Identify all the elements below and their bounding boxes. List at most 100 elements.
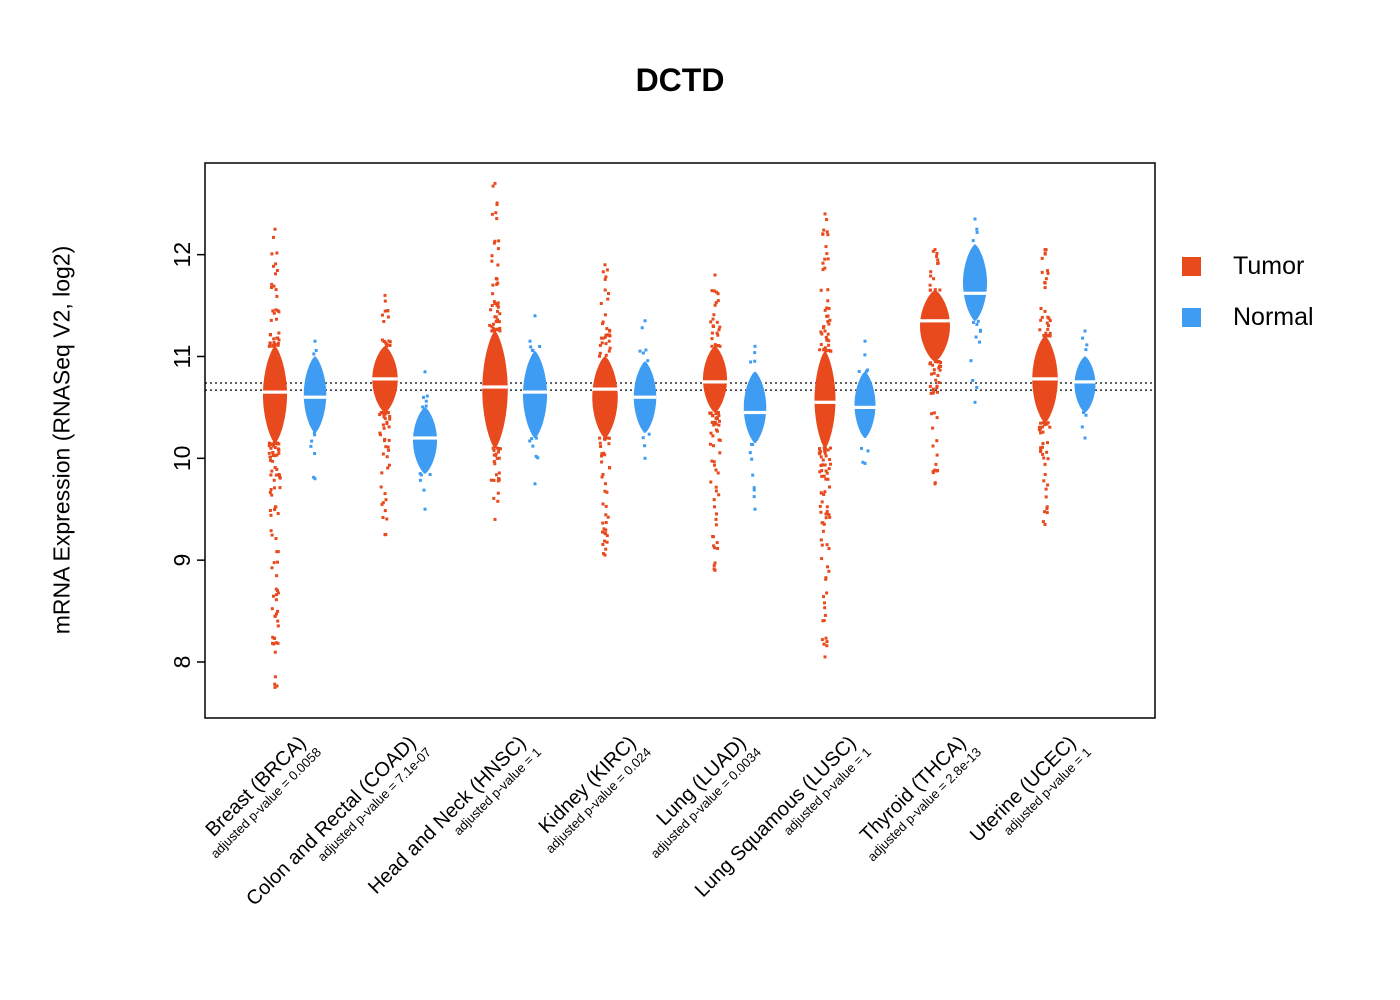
y-tick-label: 9: [169, 554, 195, 567]
outlier-point: [378, 413, 382, 417]
outlier-point: [492, 453, 496, 457]
outlier-point: [608, 346, 612, 350]
outlier-point: [716, 547, 720, 550]
outlier-point: [713, 463, 716, 467]
outlier-point: [824, 477, 828, 481]
violin-body: [263, 346, 287, 443]
outlier-point: [936, 261, 940, 265]
outlier-point: [826, 299, 830, 303]
outlier-point: [829, 446, 832, 450]
outlier-point: [605, 327, 609, 331]
outlier-point: [387, 425, 391, 429]
outlier-point: [275, 684, 279, 688]
outlier-point: [381, 452, 385, 456]
outlier-point: [822, 474, 826, 478]
outlier-point: [418, 478, 422, 482]
outlier-point: [823, 329, 827, 333]
outlier-point: [752, 486, 756, 490]
outlier-point: [600, 475, 604, 479]
outlier-point: [822, 595, 825, 599]
outlier-point: [534, 436, 538, 440]
outlier-point: [827, 569, 831, 573]
outlier-point: [1040, 270, 1044, 274]
outlier-point: [278, 476, 282, 480]
outlier-point: [1041, 520, 1045, 524]
outlier-point: [603, 335, 607, 339]
outlier-point: [268, 491, 272, 494]
outlier-point: [497, 320, 501, 324]
violin-body: [1074, 356, 1096, 413]
extreme-point: [383, 533, 387, 537]
outlier-point: [714, 412, 718, 416]
outlier-point: [1043, 421, 1047, 425]
extreme-point: [313, 477, 317, 481]
outlier-point: [860, 446, 863, 450]
outlier-point: [1047, 324, 1050, 328]
outlier-point: [385, 343, 389, 347]
outlier-point: [825, 505, 829, 509]
outlier-point: [1043, 473, 1047, 476]
outlier-point: [270, 252, 274, 256]
outlier-point: [1041, 445, 1044, 449]
outlier-point: [603, 277, 607, 281]
outlier-point: [599, 445, 603, 448]
outlier-point: [269, 442, 273, 446]
outlier-point: [711, 434, 715, 438]
outlier-point: [935, 453, 939, 457]
outlier-point: [386, 309, 390, 313]
outlier-point: [1038, 328, 1042, 332]
outlier-point: [276, 512, 280, 515]
outlier-point: [1085, 343, 1089, 347]
outlier-point: [272, 478, 276, 482]
outlier-point: [935, 384, 939, 388]
outlier-point: [274, 598, 278, 602]
outlier-point: [932, 277, 936, 281]
outlier-point: [1043, 309, 1047, 313]
outlier-point: [969, 359, 973, 363]
outlier-point: [1041, 421, 1045, 425]
outlier-point: [490, 259, 494, 263]
outlier-point: [312, 352, 316, 356]
outlier-point: [817, 451, 821, 455]
outlier-point: [866, 449, 870, 453]
outlier-point: [824, 516, 828, 520]
outlier-point: [274, 641, 278, 645]
outlier-point: [275, 550, 279, 554]
outlier-point: [385, 411, 389, 415]
outlier-point: [383, 492, 387, 496]
outlier-point: [601, 521, 605, 525]
outlier-point: [275, 593, 278, 597]
outlier-point: [276, 641, 280, 645]
outlier-point: [1043, 281, 1047, 284]
outlier-point: [710, 337, 714, 341]
outlier-point: [819, 343, 823, 346]
outlier-point: [598, 441, 602, 445]
outlier-point: [934, 378, 938, 382]
outlier-point: [275, 294, 279, 298]
outlier-point: [1045, 334, 1049, 338]
outlier-point: [275, 453, 279, 457]
median-line: [523, 390, 547, 394]
outlier-point: [819, 455, 823, 459]
outlier-point: [383, 299, 387, 303]
outlier-point: [931, 391, 935, 395]
outlier-point: [825, 306, 829, 310]
outlier-point: [1048, 334, 1052, 338]
outlier-point: [646, 359, 650, 363]
x-category-label: Kidney (KIRC): [535, 732, 641, 838]
outlier-point: [1045, 450, 1049, 454]
outlier-point: [936, 258, 940, 262]
outlier-point: [975, 385, 979, 389]
outlier-point: [713, 561, 717, 565]
outlier-point: [492, 241, 496, 245]
outlier-point: [823, 257, 827, 261]
violin-body: [854, 371, 876, 438]
outlier-point: [711, 317, 715, 321]
outlier-point: [825, 543, 829, 547]
outlier-point: [601, 270, 605, 274]
extreme-point: [753, 344, 757, 348]
outlier-point: [531, 444, 535, 448]
outlier-point: [382, 340, 386, 343]
outlier-point: [644, 348, 648, 352]
outlier-point: [819, 510, 823, 514]
